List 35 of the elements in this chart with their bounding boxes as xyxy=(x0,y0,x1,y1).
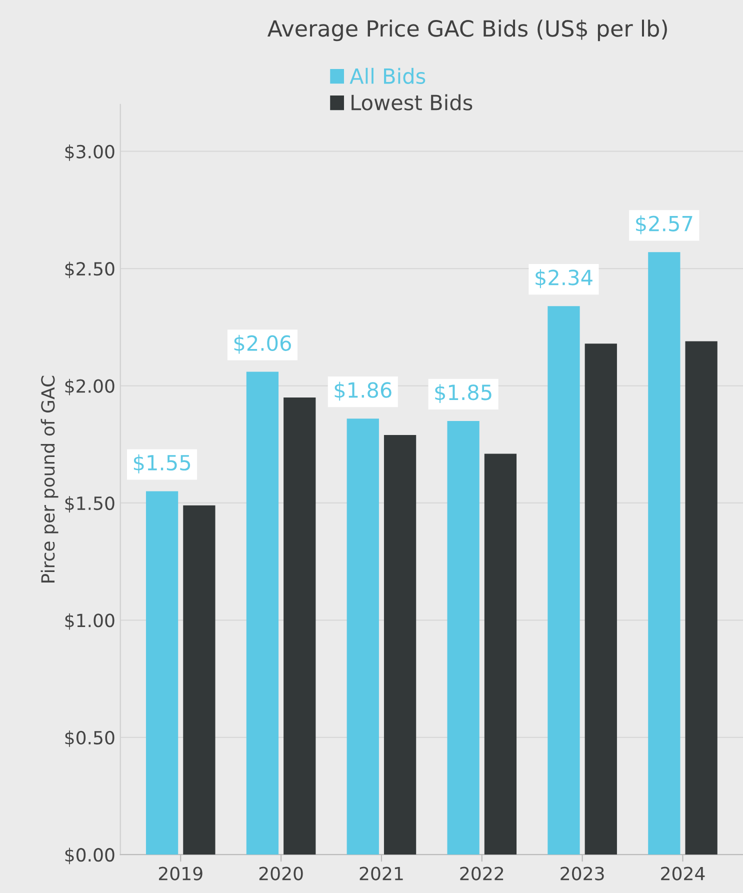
bar xyxy=(146,491,178,855)
y-tick-label: $2.00 xyxy=(65,378,114,396)
legend-label: Lowest Bids xyxy=(352,94,472,110)
y-tick-label: $3.00 xyxy=(65,144,114,161)
bar xyxy=(484,454,517,855)
x-tick-label: 2019 xyxy=(158,866,202,880)
x-tick-label: 2024 xyxy=(661,866,705,880)
bar xyxy=(284,397,316,855)
x-tick-label: 2023 xyxy=(560,866,604,880)
bar xyxy=(346,418,379,855)
x-tick-label: 2020 xyxy=(259,866,303,880)
data-label: $1.86 xyxy=(334,382,392,401)
data-label: $2.57 xyxy=(636,215,692,234)
bar xyxy=(548,306,580,855)
data-label: $1.55 xyxy=(134,454,190,474)
y-tick-label: $1.50 xyxy=(65,496,114,512)
x-tick-label: 2022 xyxy=(460,866,504,880)
y-axis-title: Pirce per pound of GAC xyxy=(40,376,58,582)
y-tick-label: $2.50 xyxy=(65,262,114,278)
y-tick-label: $1.00 xyxy=(65,613,114,630)
bar xyxy=(584,344,617,855)
data-label: $1.85 xyxy=(435,384,492,403)
bar xyxy=(447,420,480,855)
bar xyxy=(685,341,718,855)
chart-title: Average Price GAC Bids (US$ per lb) xyxy=(267,20,667,42)
bar xyxy=(183,505,216,855)
y-tick-label: $0.50 xyxy=(65,730,114,747)
data-label: $2.06 xyxy=(234,334,291,354)
bar xyxy=(384,435,416,855)
y-tick-label: $0.00 xyxy=(65,848,114,864)
data-label: $2.34 xyxy=(536,269,592,288)
x-tick-label: 2021 xyxy=(360,866,403,880)
bar xyxy=(648,252,680,855)
bar xyxy=(246,372,279,855)
legend-label: All Bids xyxy=(350,68,426,84)
